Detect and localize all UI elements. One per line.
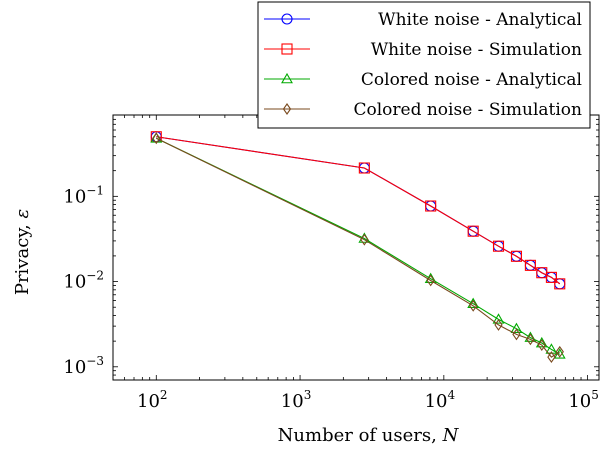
x-axis-label: Number of users, N <box>278 425 460 446</box>
series-3-point <box>494 318 503 331</box>
series-2-point <box>492 313 505 324</box>
y-axis-label: Privacy, ε <box>12 209 33 295</box>
series-2-point <box>510 322 523 333</box>
legend-label: Colored noise - Analytical <box>361 70 582 90</box>
legend-swatch-marker <box>281 72 293 84</box>
legend-swatch-marker <box>281 13 293 25</box>
legend-label: Colored noise - Simulation <box>353 100 582 120</box>
series-3-point <box>360 233 369 246</box>
legend: White noise - Analytical White noise - Si… <box>257 1 591 129</box>
series-0 <box>150 131 566 290</box>
series-0-line <box>156 136 561 285</box>
series-3 <box>152 132 564 364</box>
x-tick-label: 102 <box>137 388 168 412</box>
series-3-point <box>512 328 521 341</box>
legend-box <box>257 1 591 129</box>
legend-label: White noise - Simulation <box>371 40 582 60</box>
legend-item-1: White noise - Simulation <box>264 40 582 60</box>
axes: 102 103 104 105 10−3 10−2 10−1 <box>63 114 600 412</box>
x-tick-label: 104 <box>425 388 456 412</box>
legend-item-3: Colored noise - Simulation <box>264 100 582 120</box>
series-1-point <box>467 225 479 237</box>
x-tick-label: 103 <box>281 388 312 412</box>
series-2-point <box>545 343 558 354</box>
series-1-line <box>156 136 561 285</box>
series-1-point <box>510 250 523 262</box>
x-tick-label: 105 <box>568 388 599 412</box>
plot-area <box>150 131 566 364</box>
series-1-point <box>524 259 536 271</box>
series-3-point <box>469 299 478 312</box>
series-3-line <box>156 137 561 358</box>
legend-swatch-marker <box>281 43 293 55</box>
series-1-point <box>554 278 566 290</box>
series-1-point <box>545 271 557 283</box>
y-tick-label: 10−3 <box>63 354 104 378</box>
series-2-point <box>535 336 548 348</box>
legend-item-2: Colored noise - Analytical <box>264 70 582 90</box>
series-3-point <box>555 345 564 358</box>
series-1-point <box>358 162 370 174</box>
legend-item-0: White noise - Analytical <box>264 10 582 30</box>
series-3-point <box>547 351 556 364</box>
series-3-point <box>526 333 535 346</box>
series-3-point <box>426 274 435 287</box>
legend-label: White noise - Analytical <box>378 10 582 30</box>
series-3-point <box>152 132 161 145</box>
series-1-point <box>425 200 437 212</box>
series-1-point <box>492 240 505 252</box>
y-tick-label: 10−1 <box>63 183 104 207</box>
y-tick-label: 10−2 <box>63 269 104 293</box>
series-1 <box>150 131 566 290</box>
series-2-point <box>467 297 480 308</box>
series-3-point <box>537 339 546 351</box>
legend-swatch-marker <box>282 103 292 115</box>
